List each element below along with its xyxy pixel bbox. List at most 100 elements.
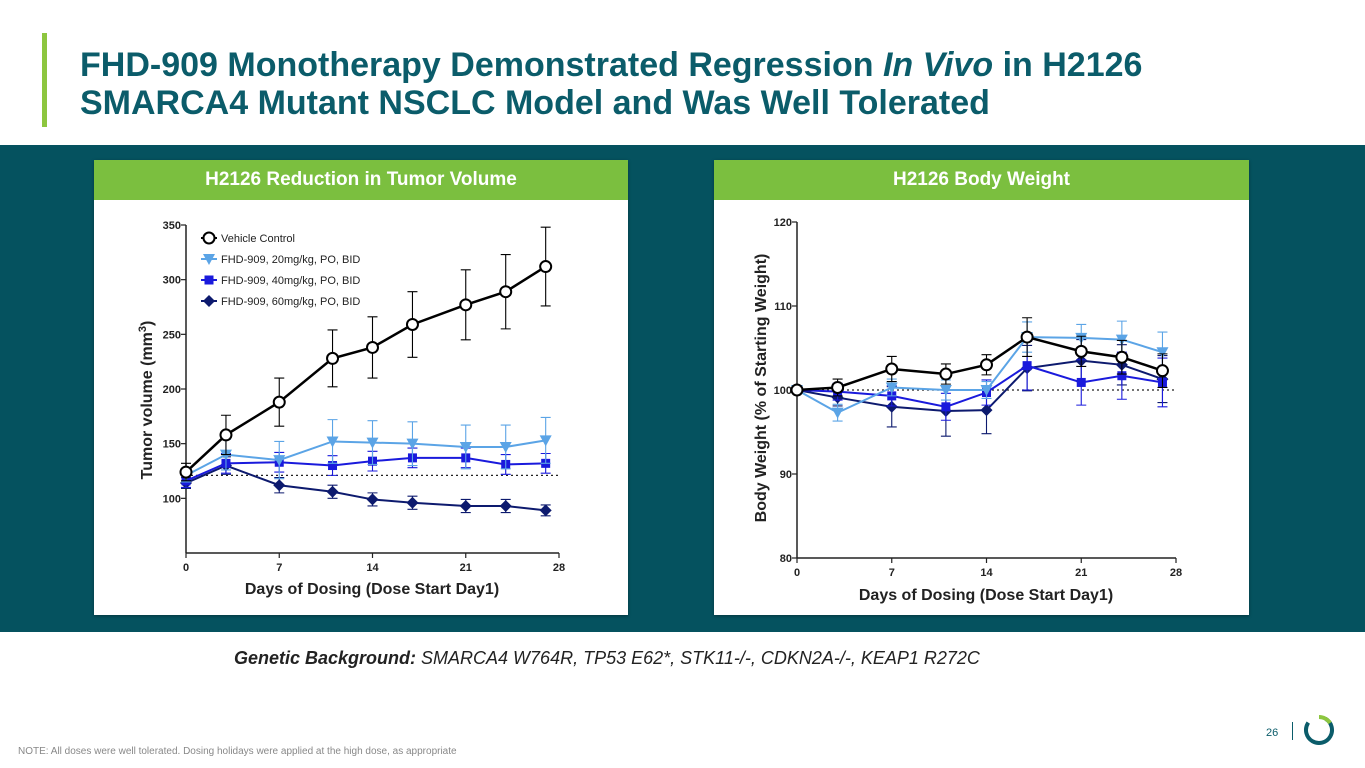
- title-line2: SMARCA4 Mutant NSCLC Model and Was Well …: [80, 84, 990, 122]
- body-weight-header: H2126 Body Weight: [714, 160, 1249, 200]
- weight-x-axis-title: Days of Dosing (Dose Start Day1): [859, 587, 1113, 604]
- slide-title: FHD-909 Monotherapy Demonstrated Regress…: [80, 46, 1280, 122]
- weight-point-vehicle-control: [1020, 330, 1034, 344]
- weight-point-fhd-909-20mg-kg-po-bid: [1156, 347, 1169, 359]
- tumor-point-vehicle-control: [459, 298, 473, 312]
- weight-point-vehicle-control: [1155, 364, 1169, 378]
- tumor-point-vehicle-control: [326, 351, 340, 365]
- tumor-point-fhd-909-20mg-kg-po-bid: [273, 455, 286, 467]
- tumor-point-fhd-909-20mg-kg-po-bid: [406, 438, 419, 450]
- weight-x-tick-label: 28: [1170, 567, 1182, 579]
- weight-y-tick-label: 120: [774, 217, 792, 229]
- body-weight-panel: H2126 Body Weight 0 7 14 21 28 80 90 100 110 120 …: [714, 160, 1249, 615]
- title-italic: In Vivo: [882, 46, 994, 84]
- genetics-text: SMARCA4 W764R, TP53 E62*, STK11-/-, CDKN…: [416, 648, 980, 668]
- tumor-point-vehicle-control: [219, 428, 233, 442]
- tumor-y-axis-title: Tumor volume (mm3): [137, 321, 156, 480]
- weight-series-vehicle-control: [790, 317, 1169, 397]
- genetic-background: Genetic Background: SMARCA4 W764R, TP53 …: [234, 648, 980, 669]
- tumor-point-fhd-909-20mg-kg-po-bid: [539, 435, 552, 447]
- legend-marker-vehicle-control: [202, 231, 216, 245]
- tumor-point-fhd-909-60mg-kg-po-bid: [459, 499, 472, 512]
- weight-y-tick-label: 80: [780, 553, 792, 565]
- weight-x-tick-label: 7: [889, 567, 895, 579]
- tumor-volume-header: H2126 Reduction in Tumor Volume: [94, 160, 628, 200]
- weight-point-fhd-909-40mg-kg-po-bid: [941, 402, 951, 412]
- tumor-point-vehicle-control: [366, 340, 379, 354]
- weight-line-fhd-909-60mg-kg-po-bid: [796, 359, 1163, 413]
- tumor-point-fhd-909-60mg-kg-po-bid: [366, 493, 379, 506]
- page-number: 26: [1266, 727, 1279, 739]
- weight-y-tick-label: 110: [774, 301, 792, 313]
- tumor-series-fhd-909-20mg-kg-po-bid: [180, 416, 552, 483]
- tumor-point-vehicle-control: [539, 260, 553, 274]
- tumor-y-tick-label: 200: [163, 384, 181, 396]
- tumor-y-tick-label: 250: [163, 329, 181, 341]
- body-weight-chart: 0 7 14 21 28 80 90 100 110 120 Days of Dosing (Do…: [753, 217, 1182, 604]
- weight-x-tick-label: 21: [1075, 567, 1087, 579]
- tumor-point-fhd-909-60mg-kg-po-bid: [273, 479, 286, 492]
- weight-point-fhd-909-40mg-kg-po-bid: [1117, 371, 1127, 381]
- weight-point-vehicle-control: [790, 383, 804, 397]
- weight-point-fhd-909-20mg-kg-po-bid: [831, 407, 844, 419]
- weight-point-fhd-909-20mg-kg-po-bid: [980, 385, 993, 396]
- tumor-series-fhd-909-60mg-kg-po-bid: [180, 456, 552, 517]
- tumor-point-fhd-909-60mg-kg-po-bid: [406, 496, 419, 509]
- legend-marker-fhd-909-20mg-kg-po-bid: [203, 254, 215, 265]
- weight-point-fhd-909-20mg-kg-po-bid: [939, 385, 952, 396]
- tumor-volume-panel: H2126 Reduction in Tumor Volume 0 7 14 21 28…: [94, 160, 628, 615]
- tumor-y-tick-label: 150: [163, 439, 181, 451]
- footnote: NOTE: All doses were well tolerated. Dos…: [18, 746, 457, 757]
- weight-point-vehicle-control: [980, 358, 993, 372]
- legend-entry-fhd-909-20mg-kg-po-bid: FHD-909, 20mg/kg, PO, BID: [221, 254, 360, 266]
- page-separator: [1292, 722, 1293, 740]
- company-logo-icon: [1304, 714, 1334, 745]
- tumor-point-fhd-909-20mg-kg-po-bid: [499, 441, 512, 453]
- weight-x-tick-label: 0: [794, 567, 800, 579]
- tumor-volume-chart: 0 7 14 21 28 100 150 200 250 300 350 Vehicle Contr…: [137, 220, 565, 598]
- legend-entry-fhd-909-40mg-kg-po-bid: FHD-909, 40mg/kg, PO, BID: [221, 275, 360, 287]
- weight-line-fhd-909-20mg-kg-po-bid: [796, 336, 1163, 414]
- tumor-point-fhd-909-20mg-kg-po-bid: [326, 436, 339, 448]
- tumor-x-tick-label: 28: [553, 562, 565, 574]
- tumor-point-fhd-909-20mg-kg-po-bid: [459, 441, 472, 453]
- weight-point-fhd-909-20mg-kg-po-bid: [885, 382, 898, 394]
- weight-y-tick-label: 90: [780, 469, 792, 481]
- tumor-x-axis-title: Days of Dosing (Dose Start Day1): [245, 581, 499, 598]
- weight-point-fhd-909-60mg-kg-po-bid: [980, 404, 993, 417]
- weight-point-fhd-909-60mg-kg-po-bid: [885, 400, 898, 413]
- weight-point-vehicle-control: [1115, 350, 1129, 364]
- tumor-point-fhd-909-60mg-kg-po-bid: [326, 485, 339, 498]
- weight-y-tick-label: 100: [774, 385, 792, 397]
- weight-point-fhd-909-40mg-kg-po-bid: [1022, 361, 1032, 371]
- title-part2: in H2126: [993, 46, 1143, 84]
- title-part1: FHD-909 Monotherapy Demonstrated Regress…: [80, 46, 883, 84]
- weight-series-fhd-909-20mg-kg-po-bid: [791, 320, 1169, 422]
- tumor-y-tick-label: 300: [163, 275, 181, 287]
- weight-point-vehicle-control: [831, 380, 845, 394]
- legend-marker-fhd-909-60mg-kg-po-bid: [203, 295, 215, 307]
- weight-y-axis-title: Body Weight (% of Starting Weight): [753, 254, 770, 523]
- legend-entry-vehicle-control: Vehicle Control: [221, 233, 295, 245]
- tumor-point-vehicle-control: [272, 395, 286, 409]
- tumor-line-fhd-909-60mg-kg-po-bid: [185, 464, 546, 512]
- weight-point-fhd-909-40mg-kg-po-bid: [1076, 377, 1086, 387]
- tumor-point-fhd-909-60mg-kg-po-bid: [539, 504, 552, 517]
- tumor-line-fhd-909-40mg-kg-po-bid: [185, 456, 546, 482]
- tumor-x-tick-label: 7: [276, 562, 282, 574]
- weight-point-vehicle-control: [1074, 344, 1088, 358]
- legend-entry-fhd-909-60mg-kg-po-bid: FHD-909, 60mg/kg, PO, BID: [221, 296, 360, 308]
- legend-marker-fhd-909-40mg-kg-po-bid: [204, 275, 214, 285]
- weight-series-fhd-909-60mg-kg-po-bid: [791, 339, 1169, 437]
- tumor-point-vehicle-control: [179, 465, 193, 479]
- tumor-point-fhd-909-60mg-kg-po-bid: [499, 499, 512, 512]
- tumor-y-tick-label: 350: [163, 220, 181, 232]
- tumor-point-fhd-909-40mg-kg-po-bid: [328, 461, 338, 471]
- tumor-y-tick-label: 100: [163, 493, 181, 505]
- tumor-point-fhd-909-20mg-kg-po-bid: [366, 437, 379, 449]
- weight-x-tick-label: 14: [980, 567, 993, 579]
- tumor-x-tick-label: 0: [183, 562, 189, 574]
- tumor-x-tick-label: 21: [460, 562, 472, 574]
- tumor-x-tick-label: 14: [366, 562, 379, 574]
- tumor-series-vehicle-control: [179, 226, 553, 482]
